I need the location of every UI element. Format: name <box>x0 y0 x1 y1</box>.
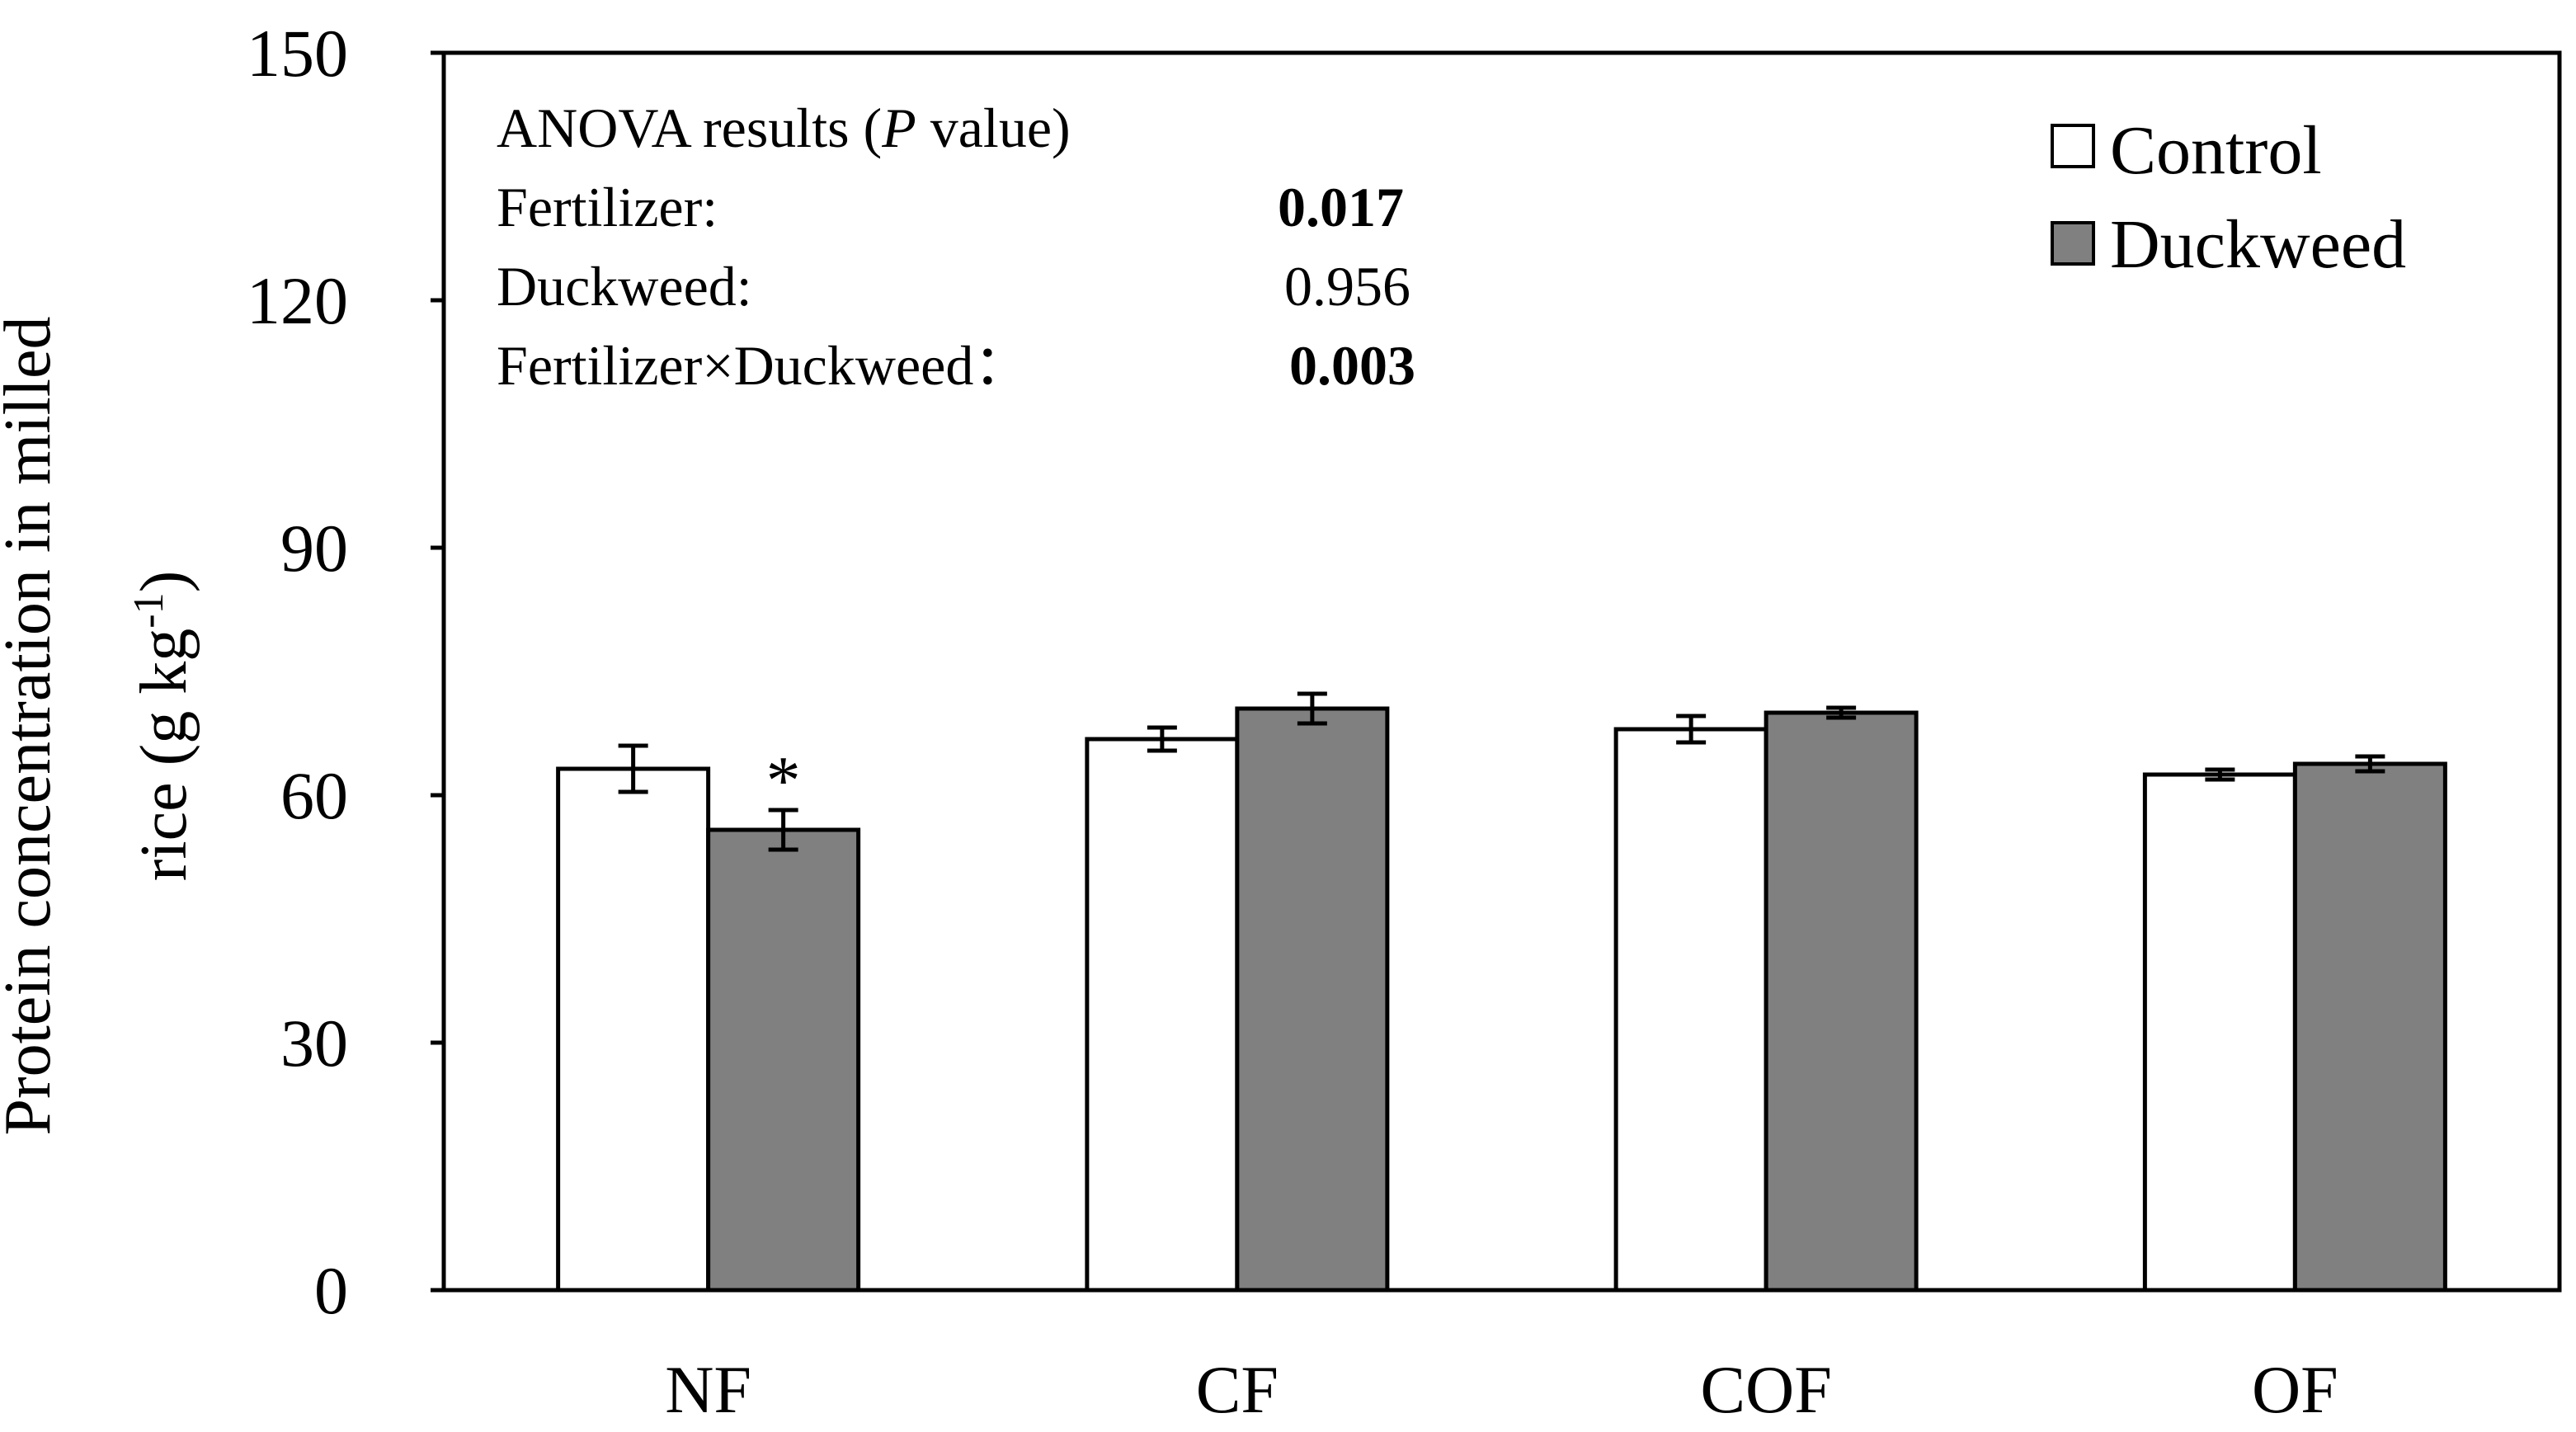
bar-control-of <box>2142 772 2297 1293</box>
error-bar <box>2355 754 2385 774</box>
anova-row-value: 0.003 <box>1289 334 1415 397</box>
error-bar <box>768 808 798 852</box>
plot-area-frame <box>441 50 2562 1293</box>
error-bar <box>618 743 648 794</box>
y-tick-label: 90 <box>280 511 348 586</box>
y-axis-title-superscript: -1 <box>125 592 172 628</box>
error-bar <box>1147 725 1177 753</box>
x-category-label: COF <box>1700 1352 1832 1427</box>
y-axis: 0 30 60 90 120 150 <box>247 16 444 1328</box>
legend-swatch-duckweed <box>2051 221 2095 266</box>
y-tick-label: 0 <box>314 1253 348 1328</box>
anova-row-value: 0.956 <box>1284 255 1410 318</box>
bar-duckweed-nf <box>706 827 861 1293</box>
y-tick-label: 150 <box>247 16 348 91</box>
y-axis-title: Protein concentration in milled <box>0 316 64 1135</box>
y-tick-label: 60 <box>280 758 348 833</box>
x-category-label: CF <box>1196 1352 1279 1427</box>
bars-layer: * <box>556 691 2447 1293</box>
anova-heading-suffix: value) <box>916 97 1071 159</box>
y-tick-label: 120 <box>247 263 348 338</box>
bar-control-nf <box>556 766 711 1293</box>
bar-duckweed-cf <box>1235 706 1390 1293</box>
error-bar <box>2205 767 2235 782</box>
legend-label-control: Control <box>2110 112 2322 189</box>
bar-control-cf <box>1085 737 1240 1293</box>
y-axis-title-second: rice (g kg-1) <box>125 571 200 882</box>
anova-row-value: 0.017 <box>1278 176 1404 238</box>
anova-heading: ANOVA results (P value) <box>497 97 1071 159</box>
legend-label-duckweed: Duckweed <box>2110 206 2406 283</box>
y-axis-title-line1: Protein concentration in milled <box>0 316 64 1135</box>
anova-row-label: Fertilizer×Duckweed： <box>497 334 1029 397</box>
significance-mark: * <box>766 742 801 819</box>
bar-duckweed-of <box>2292 761 2447 1293</box>
error-bar <box>1676 714 1707 745</box>
anova-row-label: Fertilizer: <box>497 176 718 238</box>
y-tick-label: 30 <box>280 1006 348 1081</box>
anova-heading-prefix: ANOVA results ( <box>497 97 882 159</box>
x-category-label: NF <box>665 1352 751 1427</box>
anova-heading-italic: P <box>881 97 916 159</box>
anova-annotation: ANOVA results (P value) Fertilizer: 0.01… <box>497 97 1415 397</box>
y-axis-title-line2-prefix: rice (g kg <box>128 629 200 882</box>
error-bar <box>1826 705 1857 720</box>
y-axis-title-line2-suffix: ) <box>128 571 200 593</box>
x-axis-categories: NF CF COF OF <box>665 1352 2338 1427</box>
y-axis-title-line2: rice (g kg-1) <box>125 571 200 882</box>
x-category-label: OF <box>2252 1352 2338 1427</box>
bar-control-cof <box>1613 727 1768 1293</box>
legend: Control Duckweed <box>2051 112 2406 283</box>
anova-row-label: Duckweed: <box>497 255 752 318</box>
bar-duckweed-cof <box>1764 710 1919 1293</box>
legend-swatch-control <box>2051 124 2095 168</box>
error-bar <box>1297 691 1327 726</box>
